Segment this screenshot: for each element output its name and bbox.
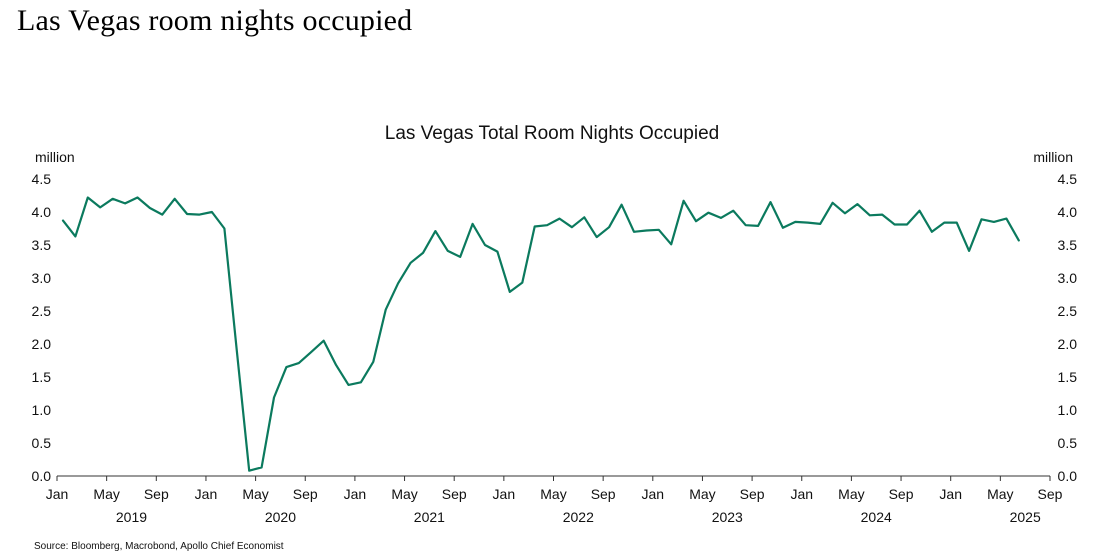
x-tick-label: Jan [344,486,367,502]
y-tick-label-right: 0.0 [1058,468,1078,484]
x-year-label: 2019 [116,509,147,525]
y-tick-label-right: 2.5 [1058,303,1078,319]
y-ticks-left: 0.0 0.5 1.0 1.5 2.0 2.5 3.0 3.5 4.0 4.5 [32,171,52,484]
x-year-label: 2021 [414,509,445,525]
source-note: Source: Bloomberg, Macrobond, Apollo Chi… [34,541,284,552]
x-tick-label: Jan [642,486,665,502]
y-axis-unit-left: million [35,149,75,165]
x-tick-label: Sep [1038,486,1063,502]
x-tick-label: Jan [493,486,516,502]
y-tick-label-right: 1.0 [1058,402,1078,418]
y-tick-label-left: 0.0 [32,468,52,484]
x-ticks: Jan May Sep Jan May Sep Jan May Sep Jan May Sep Jan M… [46,476,1063,502]
x-tick-label: Jan [46,486,69,502]
x-tick-label: Jan [939,486,962,502]
x-year-label: 2023 [712,509,743,525]
y-tick-label-left: 3.0 [32,270,52,286]
x-tick-label: May [391,486,417,502]
y-tick-label-right: 3.5 [1058,237,1078,253]
y-tick-label-left: 1.0 [32,402,52,418]
y-tick-label-left: 4.5 [32,171,52,187]
series-line-room-nights [61,196,1020,472]
y-tick-label-left: 0.5 [32,435,52,451]
y-tick-label-right: 0.5 [1058,435,1078,451]
x-tick-label: Sep [293,486,318,502]
x-tick-label: May [540,486,566,502]
x-tick-label: Sep [591,486,616,502]
x-tick-label: Jan [790,486,813,502]
y-ticks-right: 0.0 0.5 1.0 1.5 2.0 2.5 3.0 3.5 4.0 4.5 [1058,171,1078,484]
x-tick-label: May [987,486,1013,502]
x-tick-label: Sep [740,486,765,502]
x-tick-label: May [838,486,864,502]
x-tick-label: May [242,486,268,502]
y-tick-label-left: 2.5 [32,303,52,319]
x-year-label: 2024 [861,509,892,525]
x-tick-label: Jan [195,486,218,502]
x-tick-label: May [93,486,119,502]
x-tick-label: May [689,486,715,502]
y-tick-label-left: 3.5 [32,237,52,253]
y-tick-label-right: 4.5 [1058,171,1078,187]
y-tick-label-left: 4.0 [32,204,52,220]
y-tick-label-right: 2.0 [1058,336,1078,352]
x-year-labels: 2019 2020 2021 2022 2023 2024 2025 [116,509,1041,525]
x-year-label: 2025 [1010,509,1041,525]
x-year-label: 2020 [265,509,296,525]
x-tick-label: Sep [144,486,169,502]
y-tick-label-right: 1.5 [1058,369,1078,385]
y-tick-label-right: 3.0 [1058,270,1078,286]
y-axis-unit-right: million [1033,149,1073,165]
page-title: Las Vegas room nights occupied [17,4,413,37]
y-tick-label-left: 1.5 [32,369,52,385]
x-year-label: 2022 [563,509,594,525]
y-tick-label-right: 4.0 [1058,204,1078,220]
x-tick-label: Sep [442,486,467,502]
y-tick-label-left: 2.0 [32,336,52,352]
chart-title: Las Vegas Total Room Nights Occupied [385,123,719,144]
x-tick-label: Sep [889,486,914,502]
